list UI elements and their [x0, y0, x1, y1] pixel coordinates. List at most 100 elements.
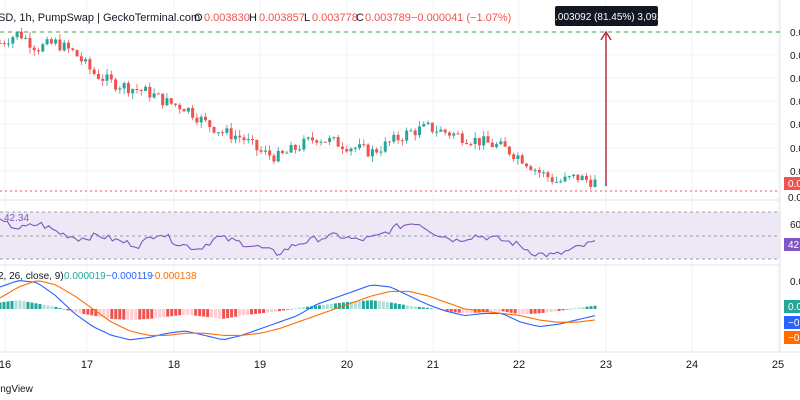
macd-histogram-bar: [417, 306, 421, 309]
macd-histogram-bar: [589, 306, 593, 309]
macd-histogram-bar: [581, 307, 585, 309]
macd-histogram-bar: [126, 309, 130, 320]
candle-body: [353, 147, 357, 149]
candle-body: [546, 172, 550, 178]
macd-histogram-bar: [493, 309, 497, 312]
macd-histogram-bar: [66, 309, 70, 311]
macd-histogram-bar: [266, 309, 270, 313]
candle-body: [576, 174, 580, 181]
candle-body: [486, 136, 490, 143]
candle-body: [32, 47, 36, 51]
macd-histogram-bar: [270, 309, 274, 313]
candle-body: [349, 148, 353, 152]
macd-histogram-bar: [345, 301, 349, 309]
candle-body: [88, 59, 92, 70]
macd-histogram-bar: [393, 303, 397, 309]
rsi-value-label: 42.34: [4, 213, 29, 224]
macd-histogram-bar: [282, 309, 286, 311]
rsi-tag: 42: [788, 240, 800, 251]
macd-tag: 0.0: [788, 302, 800, 313]
candle-body: [126, 83, 130, 94]
candle-body: [315, 140, 319, 143]
macd-histogram-bar: [154, 309, 158, 319]
candle-body: [477, 137, 481, 146]
macd-histogram-bar: [198, 309, 202, 317]
candle-body: [332, 137, 336, 139]
candle-body: [516, 155, 520, 160]
candle-body: [495, 144, 499, 148]
price-axis-label: 0.0: [790, 28, 800, 39]
macd-histogram-bar: [461, 309, 465, 314]
macd-histogram-bar: [110, 309, 114, 319]
open-value: 0.003830: [204, 12, 250, 24]
macd-histogram-bar: [170, 309, 174, 317]
candle-body: [362, 144, 366, 146]
candle-body: [276, 150, 280, 162]
candle-body: [499, 141, 503, 145]
macd-histogram-bar: [258, 309, 262, 314]
macd-histogram-bar: [162, 309, 166, 318]
macd-histogram-bar: [174, 309, 178, 316]
time-axis-label: 16: [0, 359, 11, 371]
macd-histogram-bar: [361, 300, 365, 309]
candle-body: [520, 155, 524, 164]
candle-body: [109, 74, 113, 80]
macd-histogram-bar: [242, 309, 246, 316]
candle-body: [195, 117, 199, 123]
candle-body: [345, 149, 349, 152]
macd-histogram-bar: [497, 309, 501, 312]
price-axis-label: 0.0: [790, 167, 800, 178]
candle-body: [263, 150, 267, 152]
candle-body: [426, 122, 430, 124]
macd-histogram-bar: [397, 303, 401, 309]
macd-histogram-bar: [274, 309, 278, 312]
candle-body: [0, 42, 2, 44]
macd-histogram-bar: [30, 302, 34, 309]
candle-body: [19, 31, 23, 39]
macd-histogram-bar: [98, 309, 102, 317]
macd-histogram-bar: [533, 309, 537, 314]
candle-body: [66, 42, 70, 49]
macd-hist-value: 0.000019: [64, 271, 106, 282]
macd-histogram-bar: [214, 309, 218, 319]
candle-body: [221, 132, 225, 134]
low-value: 0.003778: [312, 12, 358, 24]
candle-body: [242, 137, 246, 141]
macd-histogram-bar: [505, 309, 509, 313]
candle-body: [268, 150, 272, 156]
candle-body: [379, 151, 383, 153]
macd-histogram-bar: [433, 309, 437, 310]
time-axis-label: 23: [600, 359, 612, 371]
candle-body: [370, 149, 374, 157]
macd-histogram-bar: [26, 301, 30, 309]
candle-body: [182, 109, 186, 112]
candle-body: [460, 133, 464, 143]
candle-body: [45, 39, 49, 45]
candle-body: [54, 39, 58, 44]
macd-histogram-bar: [445, 309, 449, 312]
macd-histogram-bar: [58, 308, 62, 309]
time-axis-label: 17: [81, 359, 93, 371]
macd-histogram-bar: [509, 309, 513, 313]
price-axis-label: 0.0: [790, 120, 800, 131]
macd-histogram-bar: [521, 309, 525, 315]
macd-histogram-bar: [425, 307, 429, 309]
candle-body: [101, 78, 105, 81]
candle-body: [49, 39, 53, 44]
candle-body: [259, 150, 263, 152]
candle-body: [96, 73, 100, 79]
macd-histogram-bar: [50, 306, 54, 309]
macd-histogram-bar: [86, 309, 90, 315]
macd-histogram-bar: [10, 300, 14, 309]
macd-histogram-bar: [329, 303, 333, 309]
macd-histogram-bar: [210, 309, 214, 318]
candle-body: [148, 86, 152, 98]
macd-histogram-bar: [114, 309, 118, 320]
candle-body: [135, 89, 139, 91]
macd-histogram-bar: [513, 309, 517, 314]
candle-body: [358, 144, 362, 148]
macd-histogram-bar: [577, 307, 581, 309]
macd-histogram-bar: [6, 301, 10, 309]
candle-body: [310, 137, 314, 141]
